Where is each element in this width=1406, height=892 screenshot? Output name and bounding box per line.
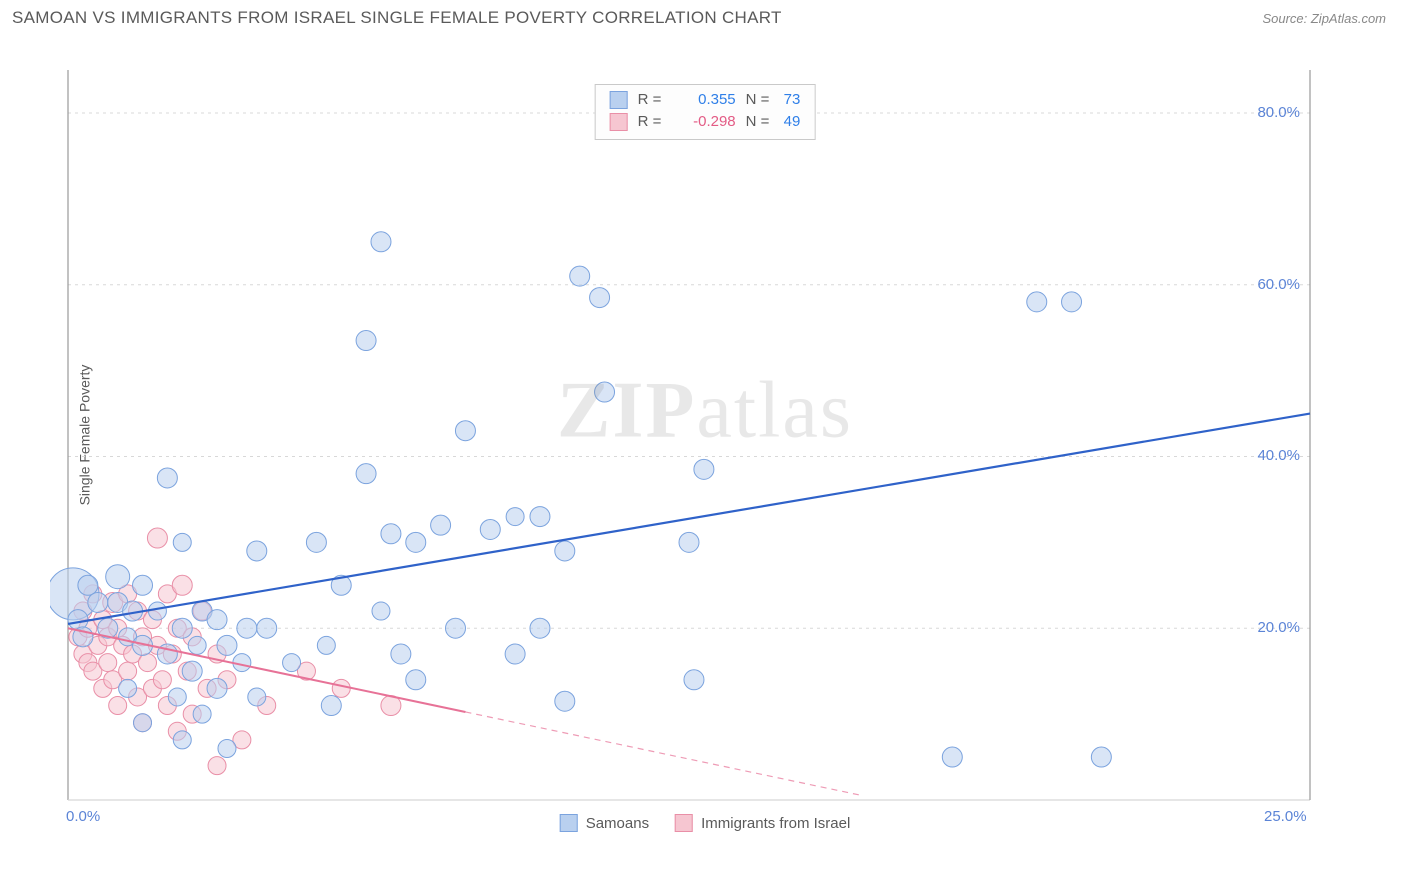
stat-n-value: 49 xyxy=(784,111,801,133)
legend-label: Immigrants from Israel xyxy=(701,815,850,832)
stat-n-label: N = xyxy=(746,111,774,133)
chart-area: Single Female Poverty ZIPatlas R = 0.355… xyxy=(50,40,1360,830)
stat-r-value: 0.355 xyxy=(676,89,736,111)
series-swatch xyxy=(610,113,628,131)
stat-r-value: -0.298 xyxy=(676,111,736,133)
x-tick-label: 25.0% xyxy=(1264,808,1307,825)
legend-swatch xyxy=(560,814,578,832)
series-legend: Samoans Immigrants from Israel xyxy=(560,814,851,832)
scatter-chart xyxy=(50,40,1360,830)
stat-r-label: R = xyxy=(638,111,666,133)
legend-label: Samoans xyxy=(586,815,649,832)
stats-legend: R = 0.355 N = 73 R = -0.298 N = 49 xyxy=(595,84,816,140)
stats-row: R = 0.355 N = 73 xyxy=(610,89,801,111)
stats-row: R = -0.298 N = 49 xyxy=(610,111,801,133)
chart-title: SAMOAN VS IMMIGRANTS FROM ISRAEL SINGLE … xyxy=(12,8,782,28)
y-tick-label: 20.0% xyxy=(1257,619,1300,636)
legend-item: Samoans xyxy=(560,814,649,832)
legend-swatch xyxy=(675,814,693,832)
chart-source: Source: ZipAtlas.com xyxy=(1262,11,1386,26)
y-tick-label: 60.0% xyxy=(1257,276,1300,293)
stat-r-label: R = xyxy=(638,89,666,111)
legend-item: Immigrants from Israel xyxy=(675,814,850,832)
stat-n-value: 73 xyxy=(784,89,801,111)
y-tick-label: 40.0% xyxy=(1257,447,1300,464)
y-tick-label: 80.0% xyxy=(1257,104,1300,121)
series-swatch xyxy=(610,91,628,109)
x-tick-label: 0.0% xyxy=(66,808,100,825)
chart-header: SAMOAN VS IMMIGRANTS FROM ISRAEL SINGLE … xyxy=(0,0,1406,32)
stat-n-label: N = xyxy=(746,89,774,111)
